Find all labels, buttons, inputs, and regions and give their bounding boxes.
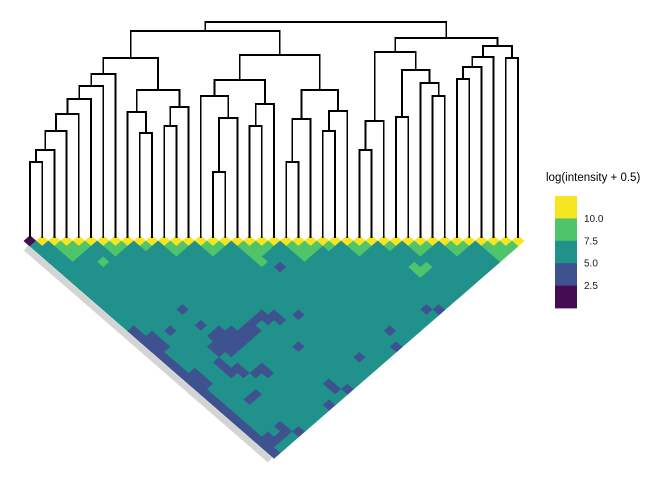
heatmap-triangle <box>23 235 525 459</box>
dendrogram <box>29 21 519 238</box>
legend-color-band <box>555 240 577 264</box>
legend-tick-labels: 10.0 7.5 5.0 2.5 <box>584 214 604 292</box>
legend-color-band <box>555 285 577 309</box>
legend-color-band <box>555 218 577 242</box>
heatmap-shadow <box>23 245 273 463</box>
legend-tick-label: 2.5 <box>584 281 598 292</box>
legend-color-band <box>555 263 577 286</box>
legend-title: log(intensity + 0.5) <box>546 172 640 184</box>
legend-tick-label: 10.0 <box>584 214 604 225</box>
legend-color-band <box>555 196 577 219</box>
legend-colorbar <box>555 196 577 309</box>
legend-tick-label: 5.0 <box>584 259 598 270</box>
triangle-drop-shadow <box>23 245 273 463</box>
legend-tick-label: 7.5 <box>584 236 598 247</box>
legend: log(intensity + 0.5) 10.0 7.5 5.0 2.5 <box>546 172 640 309</box>
heatmap-cell <box>267 447 281 459</box>
